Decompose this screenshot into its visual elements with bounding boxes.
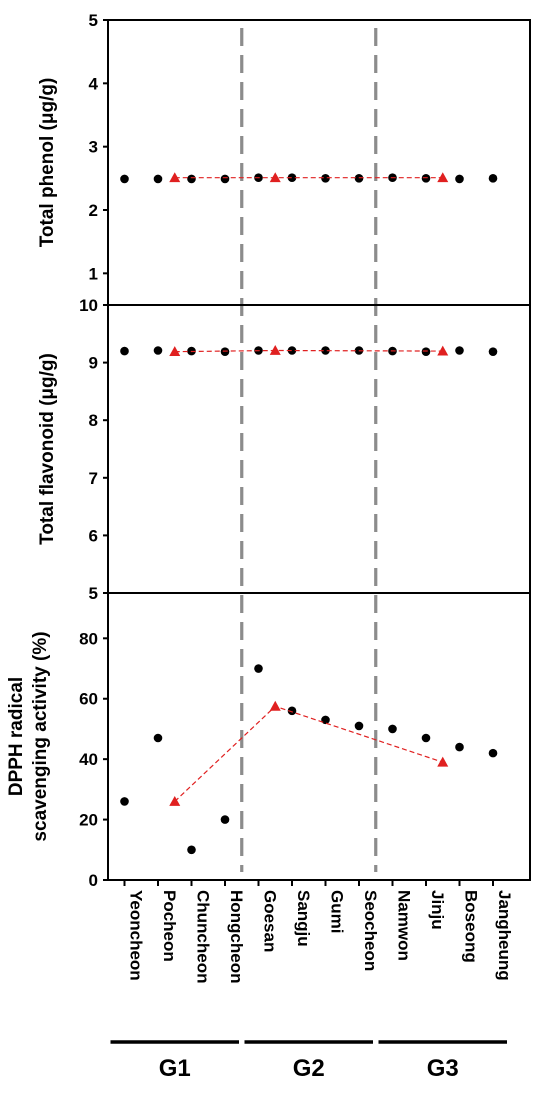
y-tick-label-9: 9 (89, 354, 98, 373)
y-axis-title-line-1: DPPH radical (6, 677, 27, 796)
y-tick-label-1: 1 (89, 264, 98, 283)
x-axis-category-labels: Yeoncheon Pocheon Chuncheon Hongcheon Goesan… (123, 880, 514, 984)
x-tick-label-sangju: Sangju (294, 890, 313, 947)
x-tick-label-namwon: Namwon (395, 890, 414, 961)
x-tick-label-seocheon: Seocheon (361, 890, 380, 971)
point-jangheung (488, 174, 498, 183)
y-tick-label-5: 5 (89, 584, 98, 603)
point-yeoncheon (120, 346, 129, 356)
point-chuncheon (187, 174, 196, 184)
group-mean-triangle-2 (269, 172, 281, 183)
point-yeoncheon (120, 174, 129, 184)
group-label-g3: G3 (427, 1055, 459, 1082)
y-axis-title-line-2: scavenging activity (%) (30, 631, 51, 841)
x-tick-label-goesan: Goesan (261, 890, 280, 952)
x-tick-label-jangheung: Jangheung (495, 890, 514, 981)
point-jinju (421, 733, 431, 743)
point-jangheung (488, 347, 498, 356)
point-pocheon (153, 733, 163, 743)
point-gumi (321, 346, 330, 355)
point-chuncheon (187, 845, 196, 855)
group-mean-triangle-1 (169, 346, 181, 357)
point-hongcheon (220, 815, 230, 824)
point-yeoncheon (120, 797, 129, 806)
group-mean-triangle-2 (269, 700, 281, 711)
y-tick-label-2: 2 (89, 201, 98, 220)
x-tick-label-jinju: Jinju (428, 890, 447, 930)
panel-2: 5 6 7 8 9 10 Total flavonoid (μg/g) (37, 296, 498, 603)
panel-3: 0 20 40 60 80 DPPH radical scavenging activity… (6, 629, 498, 890)
y-tick-label-7: 7 (89, 469, 98, 488)
group-brackets: G1 G2 G3 (110, 1040, 507, 1082)
point-sangju (287, 346, 297, 355)
group-label-g1: G1 (159, 1055, 191, 1082)
x-tick-label-pocheon: Pocheon (160, 890, 179, 962)
point-jinju (421, 347, 431, 356)
point-namwon (388, 724, 397, 734)
point-gumi (321, 174, 330, 183)
group-mean-triangle-3 (437, 756, 449, 767)
panel-frames (107, 19, 531, 881)
point-hongcheon (220, 174, 230, 184)
y-axis-title: DPPH radical scavenging activity (%) (6, 631, 51, 841)
y-tick-label-20: 20 (79, 811, 98, 830)
point-sangju (287, 173, 297, 182)
point-gumi (321, 715, 330, 725)
point-jinju (421, 174, 431, 183)
group-mean-triangle-3 (437, 172, 449, 183)
group-mean-triangle-3 (437, 345, 449, 356)
group-mean-triangle-2 (269, 345, 281, 355)
plot-frame (107, 19, 531, 881)
y-tick-label-5: 5 (89, 11, 98, 30)
x-tick-label-hongcheon: Hongcheon (227, 890, 246, 984)
y-tick-label-8: 8 (89, 411, 98, 430)
x-tick-label-boseong: Boseong (462, 890, 481, 963)
point-goesan (254, 664, 263, 673)
group-mean-dashed-line (174, 705, 443, 802)
group-mean-triangle-1 (169, 172, 181, 183)
y-axis-title: Total flavonoid (μg/g) (37, 353, 58, 545)
chart-panels: 1 2 3 4 5 Total phenol (μg/g) 5 6 7 8 9 10 Total fla… (6, 11, 498, 890)
point-boseong (455, 174, 464, 184)
y-axis-title: Total phenol (μg/g) (37, 78, 58, 248)
point-pocheon (153, 174, 163, 184)
x-tick-label-yeoncheon: Yeoncheon (127, 890, 146, 981)
point-sangju (287, 706, 297, 716)
group-mean-triangle-1 (169, 795, 181, 806)
y-tick-label-4: 4 (89, 74, 99, 93)
point-jangheung (488, 748, 498, 758)
panel-1: 1 2 3 4 5 Total phenol (μg/g) (37, 11, 498, 283)
y-tick-label-40: 40 (79, 750, 98, 769)
y-tick-label-6: 6 (89, 526, 98, 545)
point-boseong (455, 346, 464, 355)
point-seocheon (354, 721, 364, 731)
y-tick-label-80: 80 (79, 629, 98, 648)
point-seocheon (354, 174, 364, 183)
y-tick-label-0: 0 (89, 871, 98, 890)
group-label-g2: G2 (293, 1055, 325, 1082)
point-pocheon (153, 346, 163, 355)
point-boseong (455, 742, 464, 752)
x-tick-label-gumi: Gumi (328, 890, 347, 933)
y-tick-label-60: 60 (79, 690, 98, 709)
x-tick-label-chuncheon: Chuncheon (194, 890, 213, 984)
group-mean-dashed-line (174, 349, 443, 353)
y-tick-label-10: 10 (79, 296, 98, 315)
group-dividers (240, 28, 378, 872)
y-tick-label-3: 3 (89, 138, 98, 157)
